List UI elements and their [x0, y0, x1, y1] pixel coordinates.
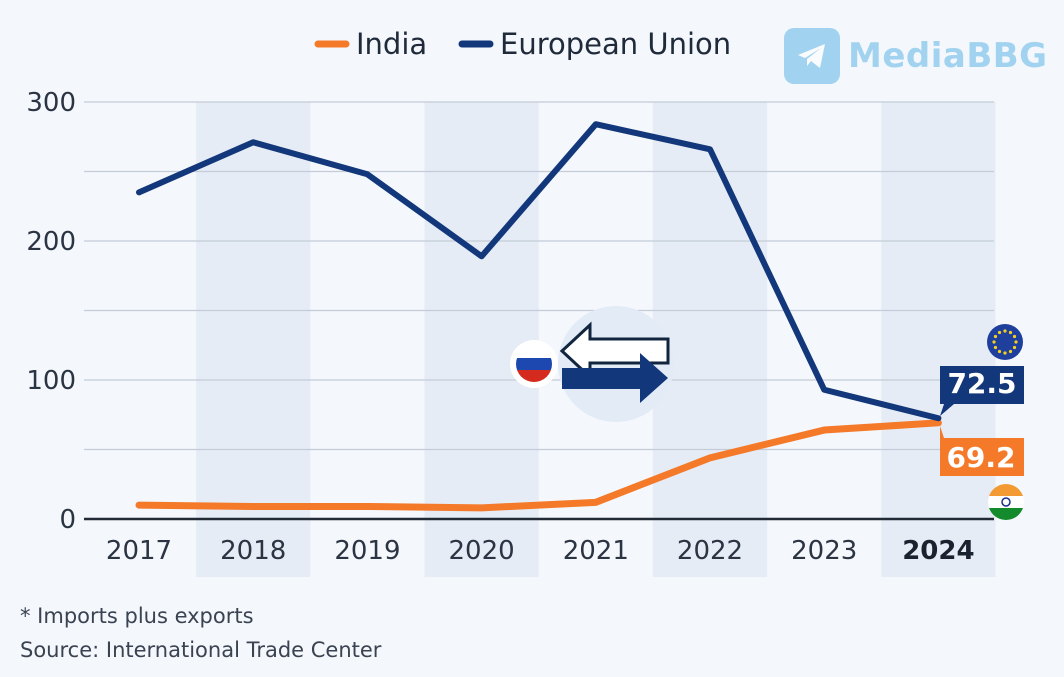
gridlines — [84, 101, 994, 521]
year-band-2018 — [196, 102, 311, 577]
y-tick-label-300: 300 — [26, 88, 76, 118]
eu-star — [1014, 340, 1018, 344]
x-axis-ticks: 2017 2018 2019 2020 2021 2022 2023 2024 — [106, 536, 975, 566]
eu-star — [1012, 345, 1017, 350]
telegram-icon — [784, 28, 840, 84]
eu-star — [993, 334, 998, 339]
x-tick-label-2017: 2017 — [106, 536, 172, 566]
alternating-year-bands — [196, 102, 996, 577]
eu-end-label-text: 72.5 — [947, 367, 1016, 400]
watermark-text: MediaBBG — [848, 36, 1048, 76]
eu-end-label: 72.5 — [940, 366, 1024, 416]
india-end-label-text: 69.2 — [946, 441, 1015, 474]
eu-star — [1003, 329, 1007, 333]
eu-flag-icon — [987, 324, 1023, 360]
eu-star — [997, 349, 1002, 354]
x-tick-label-2022: 2022 — [677, 536, 743, 566]
x-tick-label-2019: 2019 — [334, 536, 400, 566]
right-arrow-icon — [562, 353, 668, 403]
legend-label-india: India — [356, 27, 427, 61]
legend: India European Union — [314, 27, 731, 61]
legend-label-eu: European Union — [500, 27, 731, 61]
eu-star — [1008, 330, 1013, 335]
russia-flag-icon — [510, 340, 558, 388]
india-end-label: 69.2 — [940, 426, 1024, 476]
y-tick-label-100: 100 — [26, 366, 76, 396]
eu-star — [1012, 334, 1017, 339]
year-band-2022 — [652, 102, 768, 577]
source-note: Source: International Trade Center — [20, 638, 382, 662]
y-tick-label-200: 200 — [26, 227, 76, 257]
year-band-2024 — [881, 102, 996, 577]
footnote: * Imports plus exports — [20, 604, 254, 628]
y-axis-ticks: 0 100 200 300 — [26, 88, 76, 535]
eu-star — [997, 330, 1002, 335]
series-line-european-union — [136, 121, 942, 422]
y-tick-label-0: 0 — [59, 505, 76, 535]
x-tick-label-2024: 2024 — [902, 536, 974, 566]
x-tick-label-2020: 2020 — [449, 536, 515, 566]
eu-star — [1008, 349, 1013, 354]
trade-arrows-illustration — [510, 306, 674, 422]
eu-star — [1003, 351, 1007, 355]
year-band-2020 — [424, 102, 539, 577]
x-tick-label-2023: 2023 — [791, 536, 857, 566]
eu-star — [992, 340, 996, 344]
india-flag-icon — [988, 484, 1024, 520]
x-tick-label-2018: 2018 — [220, 536, 286, 566]
watermark: MediaBBG — [784, 28, 1048, 84]
x-tick-label-2021: 2021 — [563, 536, 629, 566]
series-lines — [135, 121, 942, 512]
eu-star — [993, 345, 998, 350]
series-line-india — [135, 419, 942, 512]
